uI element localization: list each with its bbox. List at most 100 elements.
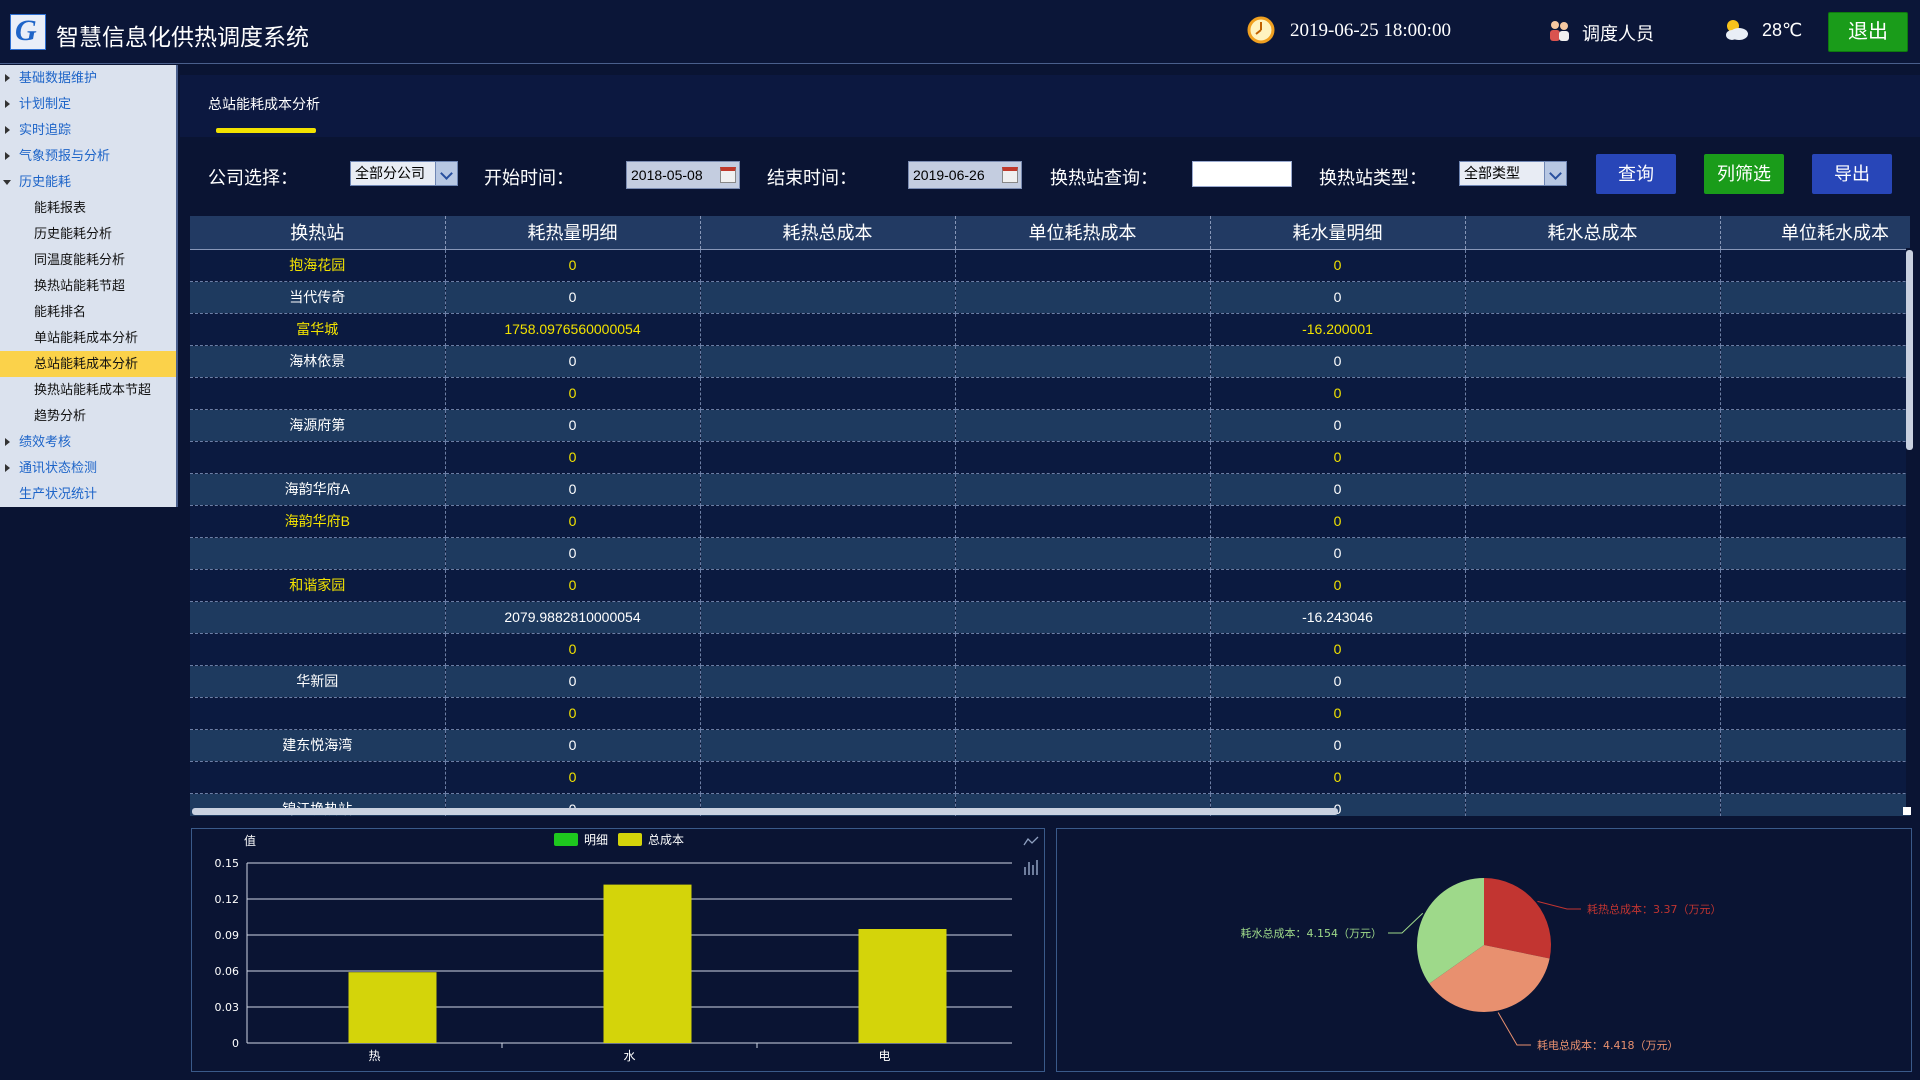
cell-empty [1465,345,1721,378]
cell-station: 富华城 [190,313,446,346]
table-row[interactable]: 海源府第 0 0 [190,409,1910,442]
table-row[interactable]: 当代传奇 0 0 [190,281,1910,314]
y-tick-label: 0.03 [215,1001,240,1014]
sub-item-cost-saving[interactable]: 换热站能耗成本节超 [34,382,152,397]
column-header: 耗水总成本 [1465,216,1721,250]
cell-empty [700,249,956,282]
table-row[interactable]: 2079.9882810000054 -16.243046 [190,601,1910,634]
company-select[interactable]: 全部分公司 [350,161,458,186]
pie-chart: 耗热总成本：3.37（万元） 耗电总成本：4.418（万元） 耗水总成本：4.154… [1241,878,1722,1052]
column-filter-button[interactable]: 列筛选 [1704,154,1784,194]
cell-station [190,697,446,730]
start-date-input[interactable]: 2018-05-08 [626,161,740,189]
user-role: 调度人员 [1582,24,1654,44]
sub-item-trend[interactable]: 趋势分析 [34,408,87,423]
nav-item-weather[interactable]: 气象预报与分析 [0,143,176,169]
cost-table: 换热站 耗热量明细 耗热总成本 单位耗热成本 耗水量明细 耗水总成本 单位耗水成本 抱海花园… [190,216,1910,816]
pie-label-line [1537,900,1581,910]
cell-empty [1720,441,1910,474]
cell-water: 0 [1210,409,1466,442]
calendar-icon[interactable] [720,167,736,183]
cell-empty [955,633,1211,666]
cell-empty [1720,409,1910,442]
cell-empty [955,281,1211,314]
horizontal-scrollbar-thumb[interactable] [192,808,1338,815]
table-row[interactable]: 富华城 1758.0976560000054 -16.200001 [190,313,1910,346]
legend-swatch [554,833,578,846]
cell-empty [955,601,1211,634]
y-axis-label: 值 [244,833,256,848]
cell-empty [955,473,1211,506]
sub-item-total-cost[interactable]: 总站能耗成本分析 [0,351,176,377]
sub-item-single-cost[interactable]: 单站能耗成本分析 [34,330,139,345]
chevron-right-icon [5,100,10,108]
bar-chart-icon[interactable] [1024,860,1038,875]
cell-heat: 0 [445,761,701,794]
y-tick-label: 0 [232,1037,239,1050]
vertical-scrollbar-track[interactable] [1906,248,1914,810]
nav-item-basic-data[interactable]: 基础数据维护 [0,65,176,91]
table-row[interactable]: 海韵华府B 0 0 [190,505,1910,538]
cell-station: 海林依景 [190,345,446,378]
legend-swatch [618,833,642,846]
table-row[interactable]: 和谐家园 0 0 [190,569,1910,602]
cell-heat: 2079.9882810000054 [445,601,701,634]
cell-empty [700,441,956,474]
tab-total-cost-analysis[interactable]: 总站能耗成本分析 [208,96,320,112]
cell-empty [955,537,1211,570]
station-search-input[interactable] [1192,161,1292,187]
sidebar-menu: 基础数据维护 计划制定 实时追踪 气象预报与分析 历史能耗 能耗报表 历史能耗分… [0,65,176,507]
pie-label-line [1497,1012,1531,1046]
cell-heat: 0 [445,281,701,314]
nav-item-history-energy[interactable]: 历史能耗 [0,169,176,195]
sub-item-ranking[interactable]: 能耗排名 [34,304,87,319]
column-header: 耗水量明细 [1210,216,1466,250]
table-row[interactable]: 抱海花园 0 0 [190,249,1910,282]
tab-active-indicator [216,128,316,133]
calendar-icon[interactable] [1002,167,1018,183]
nav-item-production[interactable]: 生产状况统计 [19,486,98,501]
cell-empty [1720,633,1910,666]
cell-station [190,441,446,474]
sub-item-same-temp-analysis[interactable]: 同温度能耗分析 [34,252,126,267]
vertical-scrollbar-thumb[interactable] [1906,250,1913,450]
cell-empty [955,313,1211,346]
end-date-input[interactable]: 2019-06-26 [908,161,1022,189]
export-button[interactable]: 导出 [1812,154,1892,194]
x-tick-label: 电 [878,1049,890,1063]
logout-button[interactable]: 退出 [1828,12,1908,52]
nav-item-realtime[interactable]: 实时追踪 [0,117,176,143]
sub-item-station-saving[interactable]: 换热站能耗节超 [34,278,126,293]
y-tick-label: 0.06 [215,965,240,978]
sub-item-history-analysis[interactable]: 历史能耗分析 [34,226,113,241]
cell-empty [955,377,1211,410]
cell-empty [700,473,956,506]
sub-item-energy-report[interactable]: 能耗报表 [34,200,87,215]
cell-station: 海韵华府A [190,473,446,506]
table-row[interactable]: 建东悦海湾 0 0 [190,729,1910,762]
station-type-select[interactable]: 全部类型 [1459,161,1567,186]
table-row[interactable]: 华新园 0 0 [190,665,1910,698]
table-row[interactable]: 海韵华府A 0 0 [190,473,1910,506]
pie-slice [1484,878,1551,959]
cell-empty [1465,761,1721,794]
cell-station [190,537,446,570]
cell-empty [955,761,1211,794]
cell-heat: 0 [445,537,701,570]
cell-heat: 0 [445,697,701,730]
cell-water: 0 [1210,697,1466,730]
query-button[interactable]: 查询 [1596,154,1676,194]
line-chart-icon[interactable] [1023,836,1039,846]
nav-item-planning[interactable]: 计划制定 [0,91,176,117]
nav-item-performance[interactable]: 绩效考核 [0,429,176,455]
table-row[interactable]: 海林依景 0 0 [190,345,1910,378]
station-type-label: 换热站类型： [1319,168,1427,188]
table-body: 抱海花园 0 0 当代传奇 0 0 富华城 1758.0976560000054 -16.200… [190,249,1910,816]
nav-item-comm-status[interactable]: 通讯状态检测 [0,455,176,481]
